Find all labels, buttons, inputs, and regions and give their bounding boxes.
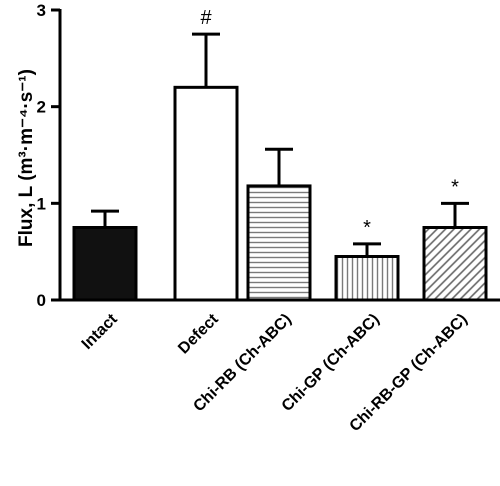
annotation-defect: # [200, 7, 212, 29]
y-tick-label-3: 3 [37, 1, 46, 20]
bar-defect [173, 85, 239, 302]
category-label-intact: Intact [79, 310, 122, 353]
error-bars-layer [91, 32, 469, 257]
y-axis-label: Flux, L (m³·m⁻⁴·s⁻¹) [16, 69, 37, 247]
bar-chi-rb-ch-abc [246, 184, 312, 302]
y-tick-label-1: 1 [37, 194, 46, 213]
y-tick-label-0: 0 [37, 291, 46, 310]
bars-layer [72, 85, 488, 302]
y-tick-label-2: 2 [37, 98, 46, 117]
bar-chi-rb-gp-ch-abc [422, 226, 488, 302]
bar-intact [72, 226, 138, 302]
axes-layer [58, 9, 500, 302]
y-ticks-layer: 0 1 2 3 [37, 1, 60, 310]
bar-chi-gp-ch-abc [334, 255, 400, 302]
category-label-defect: Defect [175, 310, 222, 357]
annotations-layer: # * * [200, 7, 459, 239]
annotation-chi-gp-ch-abc: * [363, 217, 371, 239]
annotation-chi-rb-gp-ch-abc: * [451, 176, 459, 198]
category-label-chi-gp-ch-abc: Chi-GP (Ch-ABC) [279, 311, 383, 415]
